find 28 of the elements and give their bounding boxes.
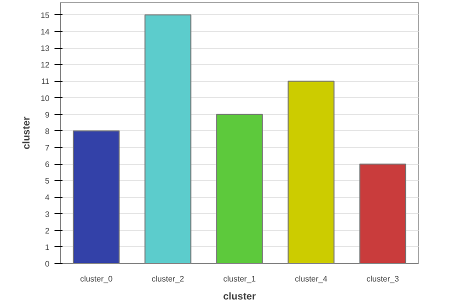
bar bbox=[359, 164, 406, 264]
y-tick-label: 14 bbox=[40, 28, 50, 36]
bar bbox=[216, 114, 263, 264]
bar bbox=[288, 80, 335, 264]
x-axis-title: cluster bbox=[223, 292, 256, 302]
y-tick-label: 8 bbox=[45, 126, 50, 136]
x-tick-label: cluster_4 bbox=[294, 274, 328, 284]
y-tick-label: 7 bbox=[45, 144, 50, 152]
y-tick-label: 3 bbox=[45, 210, 50, 219]
y-tick-label: 1 bbox=[45, 242, 50, 252]
y-tick-label: 10 bbox=[40, 94, 50, 103]
x-tick-label: cluster_0 bbox=[80, 274, 114, 284]
y-tick-label: 2 bbox=[45, 226, 50, 236]
y-tick-label: 6 bbox=[45, 160, 50, 170]
y-tick-label: 5 bbox=[45, 176, 50, 186]
y-tick-label: 15 bbox=[40, 10, 50, 20]
x-tick-label: cluster_2 bbox=[152, 274, 185, 284]
x-tick-label: cluster_3 bbox=[366, 274, 400, 284]
y-tick-label: 9 bbox=[45, 110, 50, 120]
bar bbox=[144, 14, 192, 264]
y-tick-label: 4 bbox=[45, 193, 50, 202]
bar bbox=[72, 130, 120, 264]
y-tick-label: 11 bbox=[41, 77, 50, 86]
y-axis-title: cluster bbox=[22, 116, 33, 150]
y-tick-label: 0 bbox=[45, 260, 50, 268]
y-tick-label: 13 bbox=[40, 44, 50, 54]
y-tick-label: 12 bbox=[40, 60, 50, 70]
x-tick-label: cluster_1 bbox=[223, 274, 256, 284]
